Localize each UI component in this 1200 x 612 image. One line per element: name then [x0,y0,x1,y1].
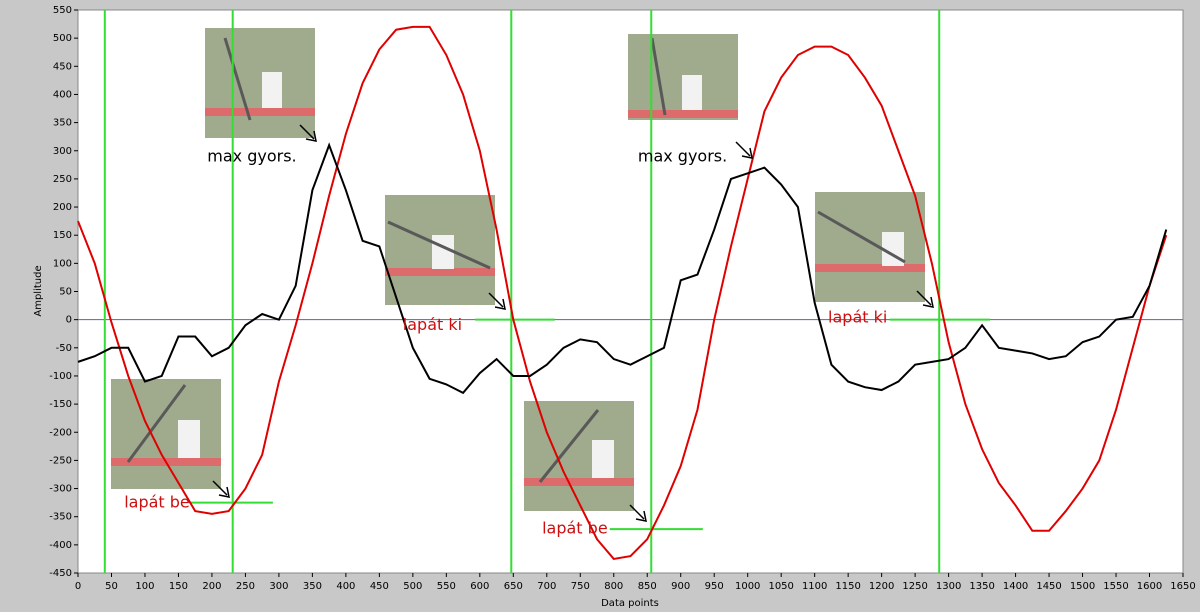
y-tick-label: -350 [49,512,72,523]
y-tick-label: -150 [49,399,72,410]
arrow [212,480,230,498]
x-tick-label: 0 [75,581,81,592]
x-tick-label: 400 [336,581,355,592]
series-line [77,25,1168,561]
y-tick-label: -100 [49,371,72,382]
x-tick-label: 500 [403,581,422,592]
y-tick-label: -200 [49,427,72,438]
y-tick-label: -450 [49,568,72,579]
x-tick-label: 1150 [835,581,860,592]
x-tick-label: 250 [236,581,255,592]
x-tick-label: 1100 [802,581,827,592]
x-tick-label: 650 [504,581,523,592]
x-tick-label: 50 [105,581,118,592]
series-line [77,142,1168,395]
photo [815,192,925,302]
x-tick-label: 600 [470,581,489,592]
x-tick-label: 1000 [735,581,760,592]
x-tick-label: 1400 [1003,581,1028,592]
y-tick-label: 0 [66,315,72,326]
arrows [212,124,934,522]
photos [111,28,925,511]
photo [628,34,738,120]
arrow [629,504,647,522]
annotation: max gyors. [207,146,296,165]
x-tick-label: 1550 [1103,581,1128,592]
y-tick-label: -300 [49,484,72,495]
x-tick-label: 1450 [1036,581,1061,592]
x-tick-label: 100 [135,581,154,592]
y-tick-label: 100 [53,258,72,269]
photo [205,28,315,138]
y-tick-label: 250 [53,174,72,185]
y-tick-label: 350 [53,118,72,129]
y-tick-label: -400 [49,540,72,551]
y-axis-label: Amplitude [33,265,44,316]
x-tick-label: 550 [437,581,456,592]
y-tick-label: 300 [53,146,72,157]
x-tick-label: 900 [671,581,690,592]
annotation: lapát ki [828,307,887,326]
y-tick-label: 50 [59,287,72,298]
x-tick-label: 350 [303,581,322,592]
annotation: lapát be [124,493,190,512]
x-tick-label: 200 [202,581,221,592]
annotation: max gyors. [638,146,727,165]
x-tick-label: 750 [571,581,590,592]
x-tick-label: 1350 [969,581,994,592]
y-tick-label: 450 [53,61,72,72]
x-tick-label: 1600 [1137,581,1162,592]
x-tick-label: 1300 [936,581,961,592]
y-tick-label: 550 [53,5,72,16]
arrow [299,124,317,142]
y-tick-label: 400 [53,89,72,100]
x-tick-label: 700 [537,581,556,592]
x-tick-label: 1250 [902,581,927,592]
x-tick-label: 1650 [1170,581,1195,592]
y-tick-label: -50 [56,343,72,354]
x-tick-label: 950 [705,581,724,592]
x-tick-label: 300 [269,581,288,592]
x-tick-label: 1050 [768,581,793,592]
y-tick-label: 200 [53,202,72,213]
photo [385,195,495,305]
y-tick-label: 500 [53,33,72,44]
x-tick-label: 800 [604,581,623,592]
x-axis-label: Data points [601,598,659,609]
photo [111,379,221,489]
x-tick-label: 850 [638,581,657,592]
y-tick-label: 150 [53,230,72,241]
arrow [916,290,934,308]
x-tick-label: 150 [169,581,188,592]
arrow [735,141,753,159]
curves [77,10,1183,573]
annotation: lapát be [542,519,608,538]
x-tick-label: 1500 [1070,581,1095,592]
annotation: lapát ki [403,315,462,334]
arrow [488,292,506,310]
x-tick-label: 450 [370,581,389,592]
x-tick-label: 1200 [869,581,894,592]
photo [524,401,634,511]
y-tick-label: -250 [49,455,72,466]
